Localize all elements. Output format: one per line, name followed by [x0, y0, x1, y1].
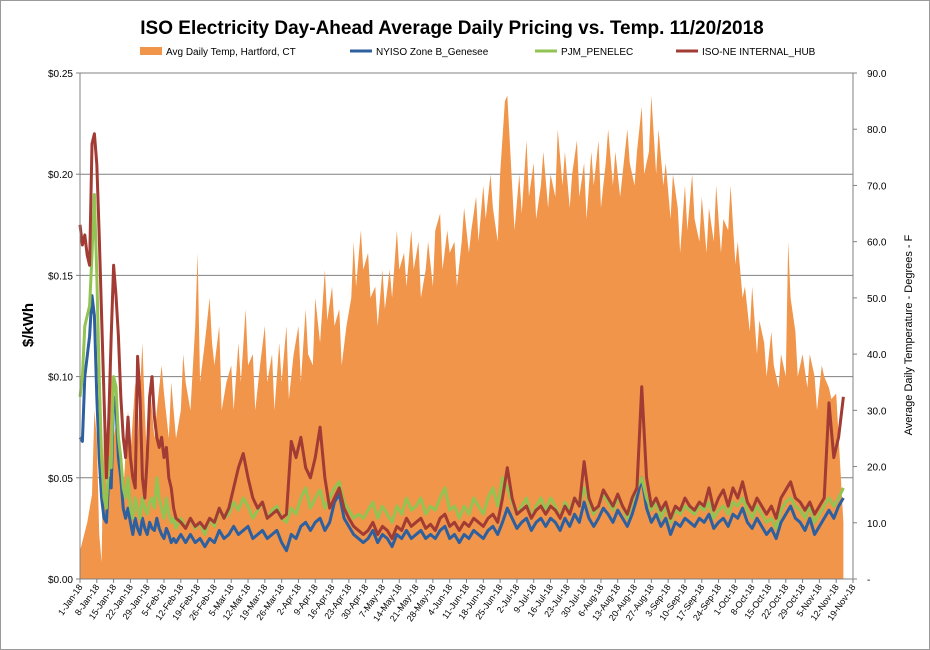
price-line-series: [78, 192, 845, 536]
legend-swatch: [140, 47, 162, 55]
y-tick-label: $0.05: [48, 474, 73, 485]
y-tick-label: $0.10: [48, 373, 73, 384]
y2-tick-label: 70.0: [867, 181, 887, 192]
y-axis-title: $/kWh: [20, 303, 37, 347]
y2-tick-label: 20.0: [867, 463, 887, 474]
legend-entry: Avg Daily Temp, Hartford, CT: [166, 47, 296, 58]
x-axis-ticks: 1-Jan-188-Jan-1815-Jan-1822-Jan-1829-Jan…: [56, 579, 858, 623]
y2-axis-ticks: - 10.0 20.0 30.0 40.0 50.0 60.0 70.0 80.0 90.0: [853, 69, 887, 586]
legend-entry: ISO-NE INTERNAL_HUB: [702, 47, 816, 58]
y-tick-label: $0.25: [48, 69, 73, 80]
y2-tick-label: 30.0: [867, 406, 887, 417]
legend-entry: PJM_PENELEC: [561, 47, 633, 58]
y2-tick-label: 90.0: [867, 69, 887, 80]
y2-tick-label: 80.0: [867, 125, 887, 136]
y2-tick-label: 50.0: [867, 294, 887, 305]
series-layer: [78, 95, 845, 579]
y-tick-label: $0.15: [48, 271, 73, 282]
chart-title: ISO Electricity Day-Ahead Average Daily …: [140, 18, 763, 39]
y-tick-label: $0.00: [48, 575, 73, 586]
legend-entry: NYISO Zone B_Genesee: [376, 47, 489, 58]
legend: Avg Daily Temp, Hartford, CT NYISO Zone B…: [140, 47, 816, 58]
y2-tick-label: 60.0: [867, 238, 887, 249]
y2-tick-label: -: [867, 575, 870, 586]
y2-tick-label: 40.0: [867, 350, 887, 361]
price-line-series: [78, 132, 845, 541]
y-tick-label: $0.20: [48, 170, 73, 181]
temp-area-series: [80, 95, 844, 579]
y-axis-ticks: $0.00 $0.05 $0.10 $0.15 $0.20 $0.25: [48, 69, 80, 586]
y2-axis-title: Average Daily Temperature - Degrees - F: [903, 234, 915, 435]
y2-tick-label: 10.0: [867, 519, 887, 530]
price-line-series: [78, 294, 845, 553]
